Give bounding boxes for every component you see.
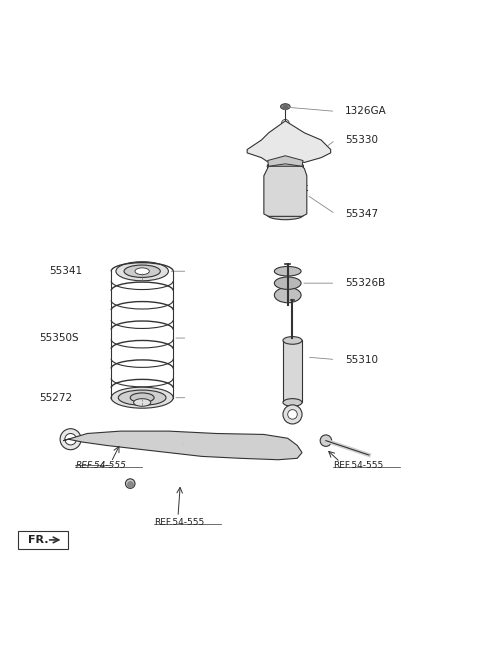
Ellipse shape xyxy=(275,267,301,276)
Text: 55350S: 55350S xyxy=(39,333,79,343)
Ellipse shape xyxy=(283,336,302,344)
Ellipse shape xyxy=(135,268,149,275)
Polygon shape xyxy=(247,121,331,162)
Polygon shape xyxy=(264,166,307,216)
Text: 55347: 55347 xyxy=(345,209,378,219)
Ellipse shape xyxy=(133,399,151,406)
Ellipse shape xyxy=(283,405,302,424)
Bar xyxy=(18,531,68,549)
Ellipse shape xyxy=(267,160,303,172)
Bar xyxy=(283,340,302,403)
Text: REF.54-555: REF.54-555 xyxy=(333,461,384,470)
Polygon shape xyxy=(268,156,303,166)
Ellipse shape xyxy=(283,399,302,406)
Ellipse shape xyxy=(116,261,168,281)
Ellipse shape xyxy=(65,434,76,445)
Text: 55272: 55272 xyxy=(39,393,72,403)
Ellipse shape xyxy=(277,136,294,153)
Ellipse shape xyxy=(281,120,289,127)
Ellipse shape xyxy=(161,434,204,453)
Ellipse shape xyxy=(124,265,160,277)
Text: 55326B: 55326B xyxy=(345,278,385,288)
Ellipse shape xyxy=(60,429,81,449)
Ellipse shape xyxy=(271,131,300,159)
Ellipse shape xyxy=(275,277,301,289)
Ellipse shape xyxy=(255,146,263,153)
Text: 55341: 55341 xyxy=(49,266,82,276)
Ellipse shape xyxy=(111,387,173,408)
Text: REF.54-555: REF.54-555 xyxy=(154,518,204,527)
Ellipse shape xyxy=(125,479,135,488)
Text: 55310: 55310 xyxy=(345,355,378,365)
Ellipse shape xyxy=(118,390,166,405)
Ellipse shape xyxy=(267,210,303,219)
Ellipse shape xyxy=(281,104,290,110)
Ellipse shape xyxy=(320,435,332,446)
Ellipse shape xyxy=(130,393,154,403)
Ellipse shape xyxy=(288,409,297,419)
Polygon shape xyxy=(63,431,302,460)
Ellipse shape xyxy=(275,288,301,303)
Ellipse shape xyxy=(308,146,315,153)
Text: 55330: 55330 xyxy=(345,135,378,145)
Ellipse shape xyxy=(123,435,147,446)
Text: 1326GA: 1326GA xyxy=(345,106,387,116)
Text: FR.: FR. xyxy=(28,535,48,545)
Text: REF.54-555: REF.54-555 xyxy=(75,461,126,470)
